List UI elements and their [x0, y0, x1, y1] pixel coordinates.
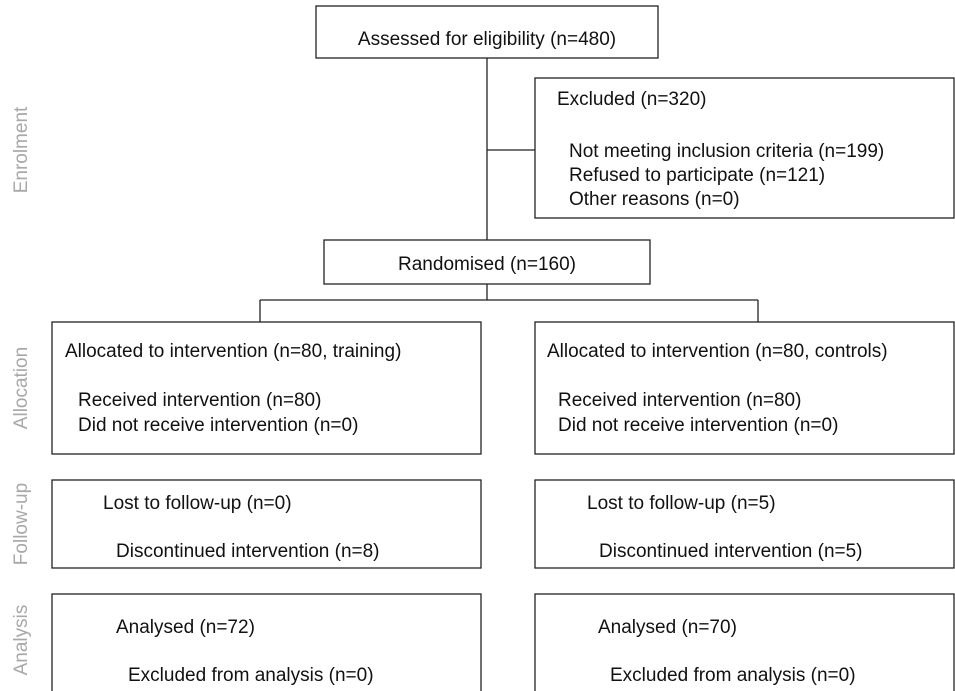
box-item: Other reasons (n=0) — [569, 189, 740, 210]
box — [51, 321, 482, 455]
box-title: Excluded (n=320) — [557, 89, 706, 110]
box — [534, 593, 955, 691]
box-item: Analysed (n=70) — [598, 617, 737, 638]
box-item: Discontinued intervention (n=8) — [116, 541, 380, 562]
box — [534, 479, 955, 569]
box-item: Did not receive intervention (n=0) — [558, 415, 838, 436]
stage-label: Analysis — [11, 605, 32, 676]
box-item: Did not receive intervention (n=0) — [78, 415, 358, 436]
box-item: Discontinued intervention (n=5) — [599, 541, 863, 562]
box — [51, 593, 482, 691]
box-item: Excluded from analysis (n=0) — [128, 665, 374, 686]
box — [323, 239, 651, 285]
stage-label: Follow-up — [11, 483, 32, 565]
box-item: Lost to follow-up (n=0) — [103, 493, 292, 514]
box-item: Received intervention (n=80) — [78, 390, 321, 411]
box — [315, 5, 659, 59]
box-item: Excluded from analysis (n=0) — [610, 665, 856, 686]
stage-label: Enrolment — [11, 106, 32, 193]
box-title: Allocated to intervention (n=80, control… — [547, 341, 888, 362]
box — [534, 77, 955, 219]
box-item: Lost to follow-up (n=5) — [587, 493, 776, 514]
box-item: Analysed (n=72) — [116, 617, 255, 638]
box — [534, 321, 955, 455]
box-item: Received intervention (n=80) — [558, 390, 801, 411]
box-text: Assessed for eligibility (n=480) — [358, 29, 616, 50]
stage-label: Allocation — [11, 347, 32, 429]
box-item: Refused to participate (n=121) — [569, 165, 825, 186]
box-title: Allocated to intervention (n=80, trainin… — [65, 341, 401, 362]
box-text: Randomised (n=160) — [398, 254, 576, 275]
box-item: Not meeting inclusion criteria (n=199) — [569, 141, 884, 162]
box — [51, 479, 482, 569]
